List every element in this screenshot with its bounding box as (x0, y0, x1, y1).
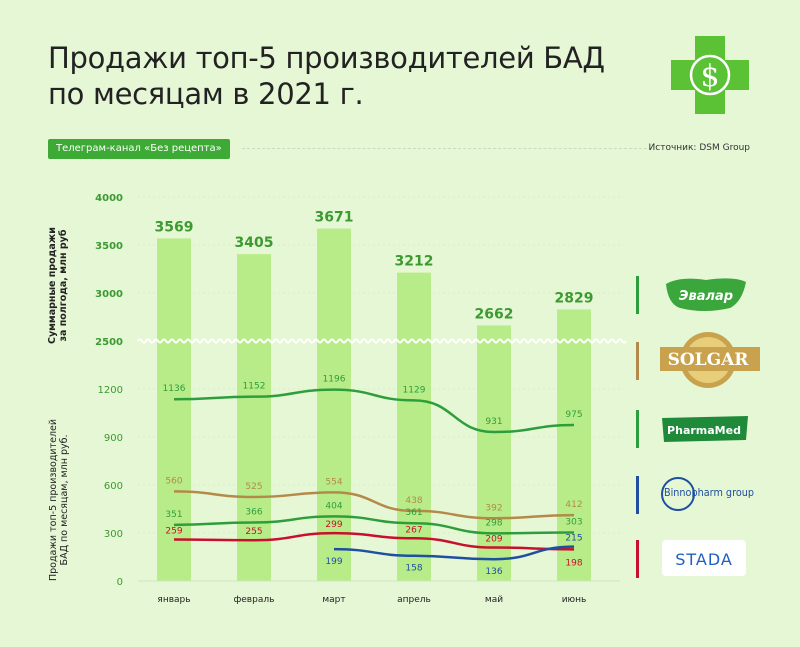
line-data-label: 1196 (323, 375, 346, 385)
series-line (173, 490, 575, 520)
line-data-label: 298 (485, 518, 502, 528)
legend-bar-pharmamed (636, 410, 639, 448)
legend-bar-evalar (636, 276, 639, 314)
x-tick-label: июнь (562, 595, 587, 605)
series-line (173, 515, 575, 535)
pharmamed-logo: PharmaMed (662, 416, 748, 442)
bar (237, 254, 271, 581)
evalar-logo-text: Эвалар (679, 289, 733, 304)
x-tick-label: февраль (234, 595, 275, 605)
line-data-label: 303 (565, 518, 582, 528)
chart-title: Продажи топ-5 производителей БАД по меся… (48, 40, 605, 112)
x-tick-label: март (322, 595, 345, 605)
y-tick-bottom: 1200 (98, 385, 123, 396)
line-data-label: 209 (485, 535, 502, 545)
y-tick-bottom: 0 (117, 577, 123, 588)
axis-break-line (137, 338, 627, 344)
line-data-label: 267 (405, 525, 422, 535)
binnopharm-logo: Binnopharm group (661, 477, 754, 511)
solgar-logo: SOLGAR (660, 332, 760, 388)
line-data-label: 366 (245, 507, 262, 517)
legend-bar-stada (636, 540, 639, 578)
line-data-label: 299 (325, 520, 342, 530)
bar-value-label: 2829 (555, 290, 594, 306)
line-data-label: 136 (485, 567, 502, 577)
source-note: Источник: DSM Group (648, 143, 750, 153)
stada-logo-text: STADA (675, 550, 733, 569)
series-line (173, 388, 575, 434)
stada-logo: STADA (662, 540, 746, 576)
series-line (333, 545, 575, 561)
y-tick-bottom: 900 (104, 433, 123, 444)
bar-value-label: 3405 (235, 235, 274, 251)
line-data-label: 404 (325, 501, 342, 511)
bar-value-label: 3212 (395, 254, 434, 270)
title-line-1: Продажи топ-5 производителей БАД (48, 41, 605, 75)
x-tick-label: апрель (397, 595, 431, 605)
line-data-label: 931 (485, 417, 502, 427)
svg-text:$: $ (700, 59, 719, 94)
series-line (173, 531, 575, 551)
bar (477, 325, 511, 581)
solgar-logo-text: SOLGAR (668, 350, 750, 370)
y-tick-bottom: 600 (104, 481, 123, 492)
line-data-label: 255 (245, 527, 262, 537)
pharmamed-logo-text: PharmaMed (667, 424, 741, 437)
line-data-label: 1129 (403, 385, 426, 395)
y-tick-top: 4000 (95, 193, 123, 204)
line-data-label: 975 (565, 410, 582, 420)
title-line-2: по месяцам в 2021 г. (48, 77, 364, 111)
line-data-label: 525 (245, 482, 262, 492)
binnopharm-logo-text: Binnopharm group (664, 486, 754, 499)
line-data-label: 259 (165, 527, 182, 537)
line-data-label: 392 (485, 503, 502, 513)
line-data-label: 560 (165, 476, 182, 486)
line-data-label: 438 (405, 496, 422, 506)
dollar-cross-logo-icon: $ (671, 36, 749, 114)
header-divider (242, 148, 652, 149)
line-data-label: 1152 (243, 382, 266, 392)
bar-value-label: 3671 (315, 210, 354, 226)
line-data-label: 198 (565, 558, 582, 568)
channel-tag: Телеграм-канал «Без рецепта» (48, 139, 230, 159)
line-data-label: 361 (405, 508, 422, 518)
line-data-label: 199 (325, 557, 342, 567)
bar-value-label: 2662 (475, 306, 514, 322)
y-tick-top: 3500 (95, 241, 123, 252)
x-tick-label: январь (157, 595, 190, 605)
y-tick-bottom: 300 (104, 529, 123, 540)
bar (317, 228, 351, 582)
line-data-label: 554 (325, 477, 342, 487)
legend-bar-binnopharm (636, 476, 639, 514)
bar-value-label: 3569 (155, 219, 194, 235)
bar (557, 309, 591, 581)
legend-bar-solgar (636, 342, 639, 380)
evalar-logo: Эвалар (666, 278, 746, 311)
line-data-label: 215 (565, 534, 582, 544)
line-data-label: 1136 (163, 384, 186, 394)
line-data-label: 412 (565, 500, 582, 510)
y-tick-top: 2500 (95, 337, 123, 348)
y-tick-top: 3000 (95, 289, 123, 300)
bar (397, 272, 431, 581)
line-data-label: 351 (165, 510, 182, 520)
line-data-label: 158 (405, 564, 422, 574)
x-tick-label: май (485, 595, 503, 605)
